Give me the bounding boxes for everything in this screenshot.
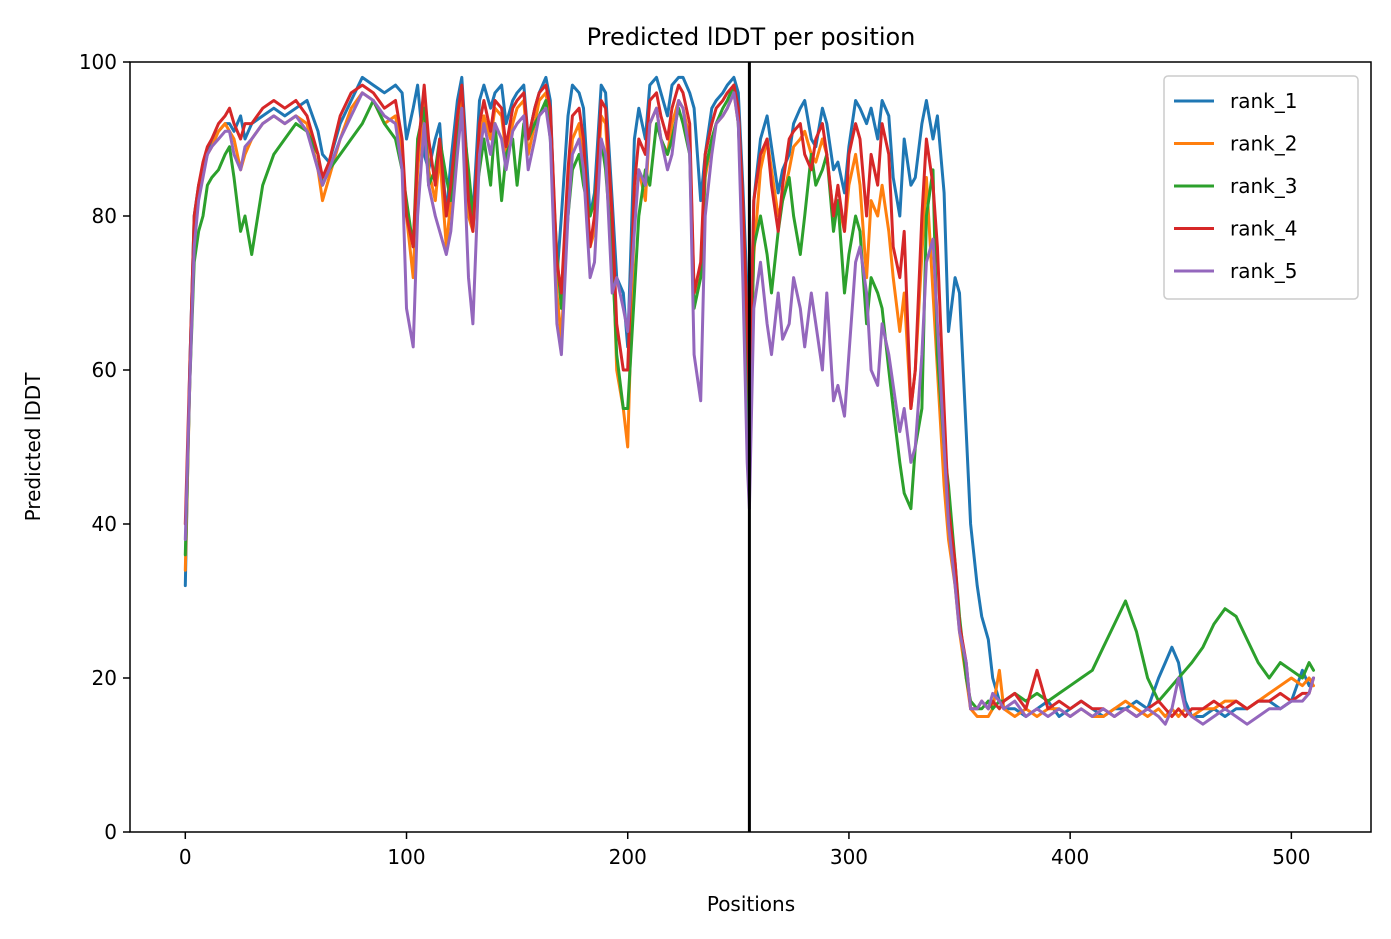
x-tick-label: 0 [179, 845, 192, 869]
series-line-rank_4 [183, 83, 1315, 718]
legend-label-rank_5: rank_5 [1230, 259, 1297, 283]
legend-box [1163, 75, 1359, 300]
legend-label-rank_4: rank_4 [1230, 217, 1297, 241]
legend: rank_1 rank_2 rank_3 rank_4 rank_5 [1163, 75, 1359, 300]
x-tick-label: 400 [1051, 845, 1089, 869]
x-axis-label: Positions [707, 892, 795, 916]
legend-label-rank_2: rank_2 [1230, 132, 1297, 156]
legend-label-rank_1: rank_1 [1230, 89, 1297, 113]
x-tick-label: 300 [830, 845, 868, 869]
chart-title: Predicted lDDT per position [587, 23, 916, 51]
y-tick-label: 100 [79, 50, 117, 74]
x-tick-label: 500 [1272, 845, 1310, 869]
y-axis: 0 20 40 60 80 100 [79, 50, 130, 844]
y-tick-label: 60 [92, 358, 117, 382]
x-tick-label: 100 [387, 845, 425, 869]
y-tick-label: 80 [92, 204, 117, 228]
plot-frame [129, 61, 1372, 833]
x-tick-label: 200 [609, 845, 647, 869]
series-line-rank_5 [183, 91, 1315, 726]
series-layer [183, 75, 1315, 726]
x-axis: 0 100 200 300 400 500 [179, 832, 1310, 869]
y-axis-label: Predicted lDDT [21, 372, 45, 522]
y-tick-label: 40 [92, 512, 117, 536]
y-tick-label: 20 [92, 666, 117, 690]
legend-label-rank_3: rank_3 [1230, 174, 1297, 198]
y-tick-label: 0 [104, 820, 117, 844]
